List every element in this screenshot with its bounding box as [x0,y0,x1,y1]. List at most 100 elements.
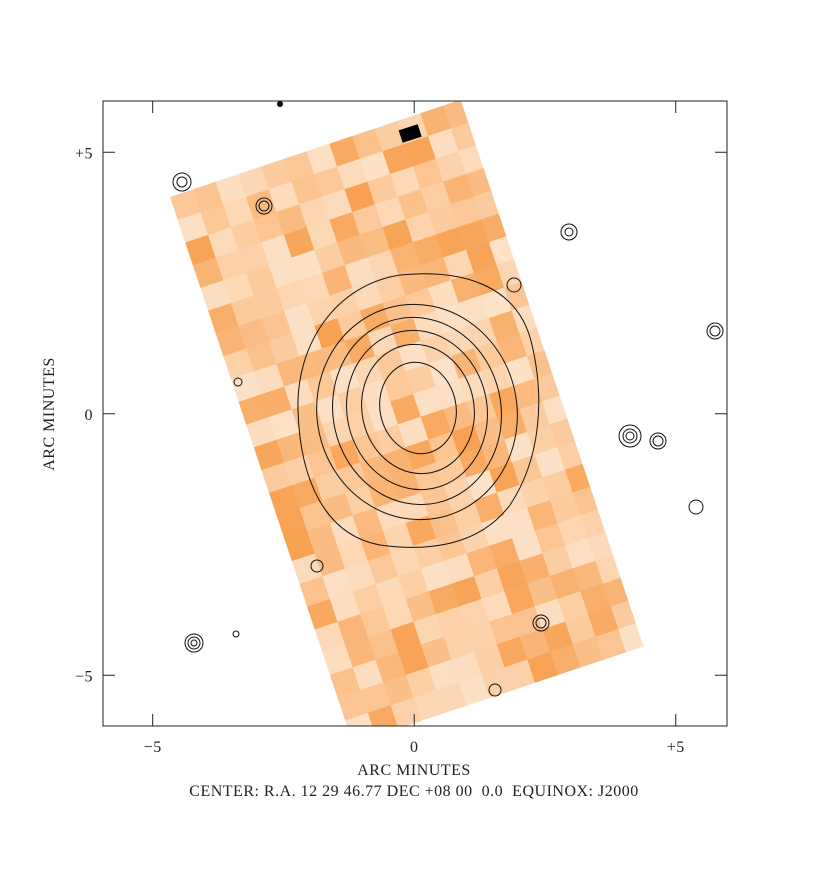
image-tile [398,492,430,524]
image-tile [420,181,452,213]
image-tile [345,636,377,668]
image-tile [390,166,422,198]
image-tile [390,469,422,501]
image-tile [511,606,544,638]
image-tile [337,234,369,266]
x-tick-label: +5 [667,739,685,756]
image-tile [450,122,477,152]
image-tile [496,259,522,289]
image-tile [344,181,376,213]
image-tile [299,272,331,304]
image-tile [223,196,255,228]
image-tile [284,378,316,410]
image-tile [314,393,346,425]
image-tile [306,447,338,479]
image-tile [504,431,536,463]
image-tile [306,295,338,327]
image-tile [489,613,521,645]
image-tile [321,264,353,296]
image-tile [352,128,384,160]
image-tile [428,280,460,312]
image-tile [314,469,346,501]
image-tile [359,151,391,183]
image-tile [382,219,414,251]
image-tile [458,219,490,251]
image-tile [405,515,437,547]
image-tile [253,439,285,471]
image-tile [428,507,460,539]
image-tile [458,295,490,327]
image-tile [246,340,278,372]
image-tile [314,621,346,653]
image-tile [443,173,475,205]
image-tile [390,393,422,425]
image-tile [208,303,240,335]
image-tile [428,431,460,463]
image-tile [238,318,270,350]
image-tile [382,295,414,327]
image-tile [534,372,560,402]
image-tile [557,591,589,623]
image-tile [276,507,308,539]
image-tile [238,166,270,198]
image-tile [344,333,376,365]
image-tile [306,371,338,403]
image-tile [375,272,407,304]
image-tile [572,486,598,516]
image-tile [321,189,353,221]
image-tile [511,378,543,410]
image-tile [367,249,399,281]
image-tile [268,257,300,289]
x-tick-label: 0 [410,739,419,756]
image-tile [436,606,468,638]
image-tile [572,636,604,668]
image-tile [253,287,285,319]
image-tile [526,424,558,456]
image-tile [450,196,482,228]
image-tile [397,264,429,296]
image-tile [261,234,293,266]
image-tile [360,530,392,562]
image-tile [587,606,619,638]
image-tile [322,568,354,600]
axes: −5 0 +5 −5 0 +5 [75,101,727,756]
image-tile [435,454,467,486]
image-tile [398,644,430,676]
image-tile [473,340,505,372]
image-tile [375,424,407,456]
image-tile [504,507,536,539]
image-tile [307,598,339,630]
image-tile [390,621,422,653]
image-tile [413,386,445,418]
image-tile [215,173,247,206]
image-tile [428,204,460,236]
image-tile [557,515,589,547]
image-tile [549,644,581,676]
image-tile [329,591,361,623]
image-tile [496,484,528,516]
image-tile [534,446,566,478]
image-tile [595,554,621,585]
image-tile [474,568,506,600]
image-tile [299,576,331,608]
image-tile [306,523,338,555]
image-tile [549,418,576,448]
image-tiles [170,101,644,726]
image-tile [397,188,429,220]
image-tile [496,560,528,592]
image-tile [565,537,597,569]
image-tile [337,462,369,494]
image-tile [230,295,262,327]
image-tile [314,318,346,350]
image-tile [230,371,262,403]
image-tile [458,598,490,630]
image-tile [329,439,361,471]
image-tile [367,629,399,661]
image-tile [451,424,483,456]
image-tile [314,242,346,274]
image-tile [238,242,270,274]
image-tile [420,484,452,516]
image-tile [185,234,217,266]
image-tile [261,310,293,342]
image-tile [352,583,384,615]
